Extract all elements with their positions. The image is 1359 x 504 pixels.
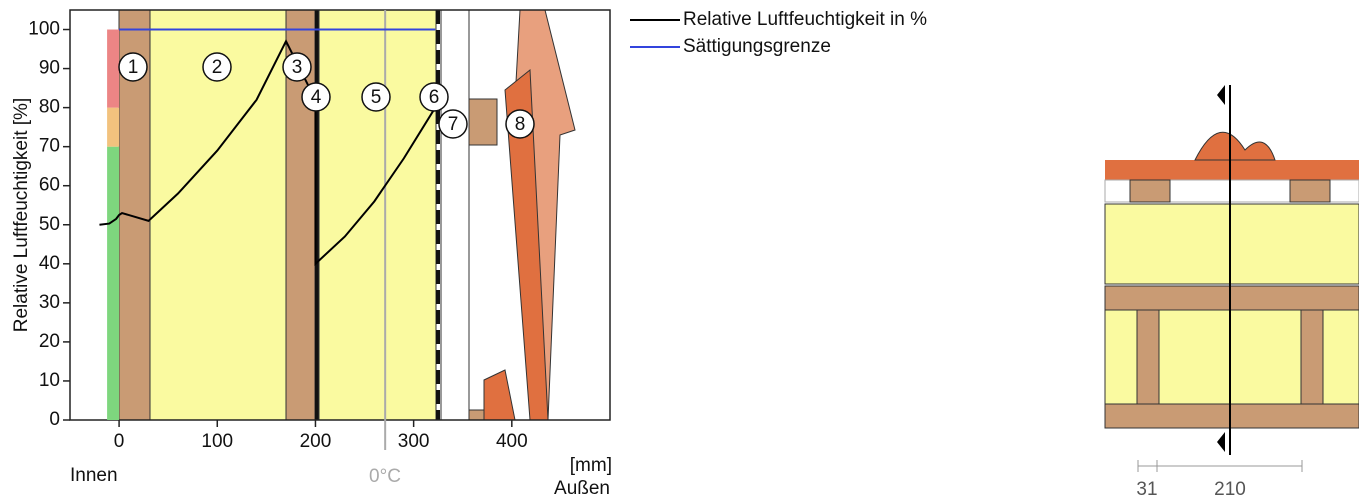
layer-label: 2: [212, 57, 223, 78]
comfort-zone: [107, 107, 120, 147]
roof-illustration: [1104, 85, 1359, 472]
y-tick-label: 100: [28, 19, 60, 40]
legend-label: Relative Luftfeuchtigkeit in %: [683, 9, 927, 30]
y-tick-label: 10: [39, 370, 60, 391]
layer-label: 7: [448, 114, 459, 135]
y-tick-label: 90: [39, 58, 60, 79]
x-tick-label: 300: [398, 431, 430, 452]
y-tick-label: 40: [39, 253, 60, 274]
x-unit-label: [mm]: [570, 455, 612, 476]
layer-marker: [282, 52, 312, 82]
y-tick-label: 50: [39, 214, 60, 235]
x-tick-label: 200: [300, 431, 332, 452]
y-tick-label: 60: [39, 175, 60, 196]
layer-label: 4: [311, 87, 322, 108]
y-tick-label: 30: [39, 292, 60, 313]
layer-label: 3: [292, 57, 303, 78]
comfort-zone: [107, 146, 120, 420]
dimension-label: 210: [1214, 479, 1246, 499]
inside-label: Innen: [70, 465, 118, 486]
x-tick-label: 400: [496, 431, 528, 452]
legend-label: Sättigungsgrenze: [683, 36, 831, 57]
series-line: [99, 39, 437, 267]
x-tick-label: 100: [201, 431, 233, 452]
layer-marker: [202, 52, 232, 82]
layer-label: 1: [128, 57, 139, 78]
layer-label: 8: [515, 114, 526, 135]
y-axis-label: Relative Luftfeuchtigkeit [%]: [11, 98, 32, 332]
x-tick-label: 0: [114, 431, 125, 452]
layer-label: 5: [371, 87, 382, 108]
layer-marker: [438, 109, 468, 139]
y-tick-label: 20: [39, 331, 60, 352]
outside-label: Außen: [554, 478, 610, 499]
y-tick-label: 80: [39, 97, 60, 118]
zero-celsius-label: 0°C: [369, 466, 401, 487]
layer-marker: [118, 52, 148, 82]
layer-label: 6: [429, 87, 440, 108]
layer-marker: [505, 109, 535, 139]
layer-marker: [301, 82, 331, 112]
layer-marker: [419, 82, 449, 112]
plot-frame: [69, 9, 611, 421]
wall-illustration: [118, 9, 576, 421]
layer-marker: [361, 82, 391, 112]
y-tick-label: 0: [49, 409, 60, 430]
comfort-zone: [107, 29, 120, 108]
y-tick-label: 70: [39, 136, 60, 157]
dimension-label: 31: [1136, 479, 1157, 499]
